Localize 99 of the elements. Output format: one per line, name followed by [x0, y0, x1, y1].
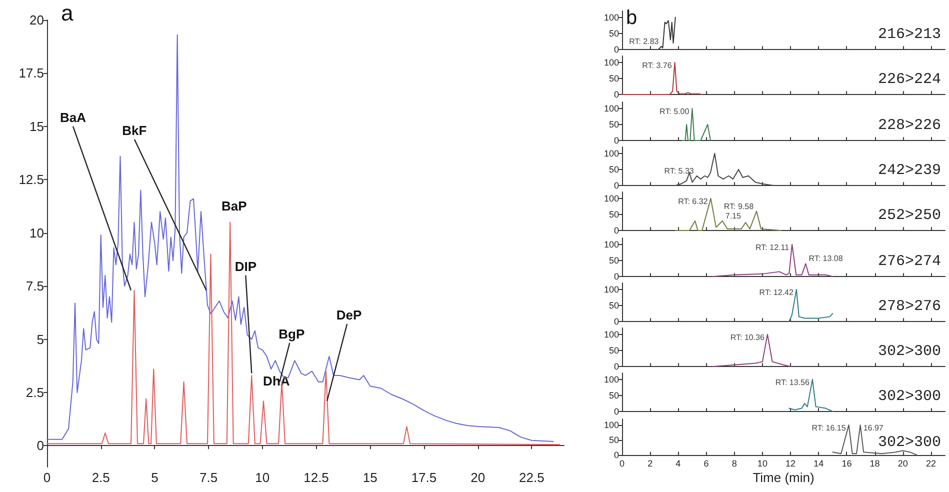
x-tick-label: 5 [151, 470, 158, 485]
x-tick-label: 14 [814, 458, 824, 468]
annotation: 228>226 [878, 116, 942, 134]
y-tick-label: 100 [604, 194, 619, 204]
x-axis-title: Time (min) [752, 470, 814, 485]
x-tick-label: 2 [648, 458, 653, 468]
chart-title: a [61, 0, 74, 26]
annotation: 276>274 [878, 252, 942, 270]
annotation: DIP [234, 258, 257, 274]
y-tick-label: 50 [608, 74, 619, 84]
y-tick-label: 100 [604, 420, 619, 430]
annotation: RT: 6.32 [678, 197, 708, 206]
annotation: 302>300 [878, 343, 942, 360]
y-tick-label: 50 [608, 164, 619, 174]
y-tick-label: 20 [30, 12, 44, 28]
x-tick-label: 6 [704, 458, 709, 468]
line-series [46, 222, 560, 446]
line-series [674, 152, 774, 186]
annotation: RT: 12.11 [756, 242, 790, 252]
x-tick-label: 15 [362, 470, 378, 485]
annotation: 226>224 [878, 71, 942, 88]
y-tick-label: 50 [608, 434, 619, 445]
annotation: RT: 13.56 [775, 378, 810, 388]
x-tick-label: 12.5 [304, 470, 329, 485]
annotation: 302>300 [878, 388, 942, 406]
y-tick-label: 0 [614, 316, 619, 326]
y-tick-label: 100 [604, 58, 619, 68]
y-tick-label: 0 [614, 450, 619, 460]
y-tick-label: 5 [36, 332, 44, 347]
line-series [788, 379, 834, 412]
y-tick-label: 0 [614, 180, 619, 190]
annotation: DeP [336, 308, 362, 323]
line-series [674, 198, 782, 232]
x-tick-label: 22 [926, 458, 936, 468]
annotation: RT: 3.76 [642, 61, 672, 70]
x-tick-label: 12 [786, 458, 796, 468]
annotation: RT: 13.08 [808, 254, 844, 263]
annotation: RT: 12.42 [759, 288, 794, 297]
annotation: 7.15 [725, 212, 742, 221]
line-series [622, 62, 703, 96]
annotation: RT: 5.00 [660, 106, 690, 116]
y-tick-label: 0 [614, 44, 619, 54]
annotation: 216>213 [878, 26, 942, 43]
annotation: RT: 10.36 [730, 333, 766, 342]
y-tick-label: 2.5 [26, 385, 44, 400]
x-tick-label: 20 [470, 470, 486, 485]
x-tick-label: 2.5 [92, 470, 110, 485]
y-tick-label: 50 [608, 28, 619, 38]
annotation: RT: 2.83 [629, 36, 660, 46]
x-tick-label: 7.5 [200, 470, 218, 485]
annotation: RT: 9.58 [724, 202, 754, 211]
line-series [46, 34, 554, 442]
y-tick-label: 100 [604, 148, 619, 158]
y-tick-label: 0 [614, 226, 619, 236]
annotation: RT: 16.15 [812, 423, 846, 432]
y-tick-label: 50 [608, 390, 619, 401]
annotation: 242>239 [878, 162, 942, 179]
y-tick-label: 100 [604, 284, 619, 294]
annotation: BaA [60, 110, 87, 125]
y-tick-label: 100 [604, 238, 619, 249]
x-tick-label: 22.5 [519, 470, 544, 485]
line-series [712, 334, 792, 368]
y-tick-label: 15 [30, 118, 44, 134]
annotation: 302>300 [878, 434, 942, 451]
x-tick-label: 8 [732, 458, 737, 468]
y-tick-label: 0 [614, 362, 619, 372]
y-tick-label: 100 [604, 374, 619, 385]
annotation: 16.97 [863, 423, 884, 432]
y-tick-label: 10 [30, 225, 44, 240]
x-tick-label: 18 [870, 458, 880, 468]
y-tick-label: 100 [604, 103, 619, 114]
x-tick-label: 17.5 [411, 470, 437, 485]
y-tick-label: 50 [608, 300, 619, 310]
y-tick-label: 100 [604, 330, 619, 340]
annotation: BaP [221, 198, 248, 214]
x-tick-label: 20 [898, 458, 908, 468]
y-tick-label: 0 [614, 271, 619, 281]
annotation: 252>250 [878, 207, 942, 224]
annotation: BgP [278, 326, 305, 342]
y-tick-label: 50 [608, 210, 619, 220]
y-tick-label: 50 [608, 254, 619, 265]
annotation: RT: 5.33 [664, 166, 694, 176]
chart-title: b [626, 7, 638, 29]
y-tick-label: 0 [614, 135, 619, 146]
x-tick-label: 16 [842, 458, 852, 468]
y-tick-label: 50 [608, 119, 619, 130]
x-tick-label: 4 [676, 458, 681, 468]
y-tick-label: 100 [604, 12, 619, 22]
y-tick-label: 7.5 [26, 278, 44, 294]
y-tick-label: 0 [614, 406, 619, 417]
y-tick-label: 0 [614, 90, 619, 100]
annotation: 278>276 [878, 298, 942, 315]
y-tick-label: 17.5 [18, 66, 44, 81]
y-tick-label: 0 [36, 438, 44, 454]
x-tick-label: 10 [757, 458, 768, 468]
y-tick-label: 50 [608, 346, 619, 356]
annotation: BkF [122, 122, 147, 138]
y-tick-label: 12.5 [18, 172, 44, 188]
x-tick-label: 10 [255, 470, 270, 485]
